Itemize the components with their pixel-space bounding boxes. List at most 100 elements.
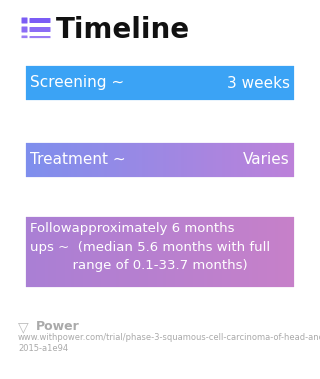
Bar <box>296 52 300 114</box>
Bar <box>30 203 34 301</box>
Bar <box>133 129 137 191</box>
Bar <box>47 52 52 114</box>
Bar <box>249 52 253 114</box>
Bar <box>228 129 232 191</box>
Bar <box>264 203 268 301</box>
FancyBboxPatch shape <box>21 27 28 33</box>
Bar <box>264 129 268 191</box>
Bar <box>225 129 229 191</box>
Bar <box>204 203 208 301</box>
Bar <box>42 52 45 114</box>
Bar <box>110 203 114 301</box>
Bar <box>260 52 265 114</box>
Bar <box>139 203 143 301</box>
Bar <box>21 52 25 114</box>
Bar <box>74 129 78 191</box>
Bar <box>278 203 282 301</box>
Bar <box>169 52 173 114</box>
Bar <box>240 129 244 191</box>
Bar <box>213 129 217 191</box>
Bar <box>172 52 176 114</box>
Text: Treatment ~: Treatment ~ <box>30 152 126 168</box>
Bar <box>299 203 303 301</box>
Bar <box>142 52 146 114</box>
Bar <box>231 203 235 301</box>
Bar <box>175 52 179 114</box>
Bar <box>151 203 155 301</box>
Bar <box>284 203 288 301</box>
Bar <box>269 52 274 114</box>
Bar <box>98 52 102 114</box>
Bar <box>136 203 140 301</box>
Text: Followapproximately 6 months
ups ~  (median 5.6 months with full
          range: Followapproximately 6 months ups ~ (medi… <box>30 222 270 272</box>
Bar <box>148 52 152 114</box>
Bar <box>222 129 226 191</box>
Bar <box>287 203 291 301</box>
Bar <box>290 203 294 301</box>
Bar <box>154 129 158 191</box>
Bar <box>127 52 132 114</box>
Bar <box>80 203 84 301</box>
Bar <box>219 52 223 114</box>
Bar <box>246 52 250 114</box>
Bar <box>122 129 125 191</box>
Bar <box>210 203 214 301</box>
Bar <box>80 52 84 114</box>
Bar <box>166 52 170 114</box>
Bar <box>53 203 57 301</box>
Bar <box>234 203 238 301</box>
Bar <box>124 203 128 301</box>
Bar <box>258 52 262 114</box>
Bar <box>219 203 223 301</box>
Bar <box>89 129 93 191</box>
Bar <box>305 52 309 114</box>
Bar <box>184 52 188 114</box>
Bar <box>74 52 78 114</box>
Bar <box>60 203 63 301</box>
Bar <box>95 52 99 114</box>
Text: Varies: Varies <box>243 152 290 168</box>
Bar <box>15 52 19 114</box>
Bar <box>101 203 105 301</box>
Bar <box>47 129 52 191</box>
Bar <box>281 129 285 191</box>
Bar <box>273 129 276 191</box>
Bar <box>68 203 72 301</box>
Bar <box>222 203 226 301</box>
Bar <box>53 52 57 114</box>
Bar <box>302 129 306 191</box>
Bar <box>276 203 279 301</box>
Bar <box>127 203 132 301</box>
Bar <box>273 203 276 301</box>
Bar <box>62 203 66 301</box>
Bar <box>210 52 214 114</box>
Bar <box>228 52 232 114</box>
Bar <box>276 52 279 114</box>
Bar <box>260 129 265 191</box>
Bar <box>290 52 294 114</box>
Bar <box>33 129 37 191</box>
Bar <box>267 52 270 114</box>
Bar <box>71 129 75 191</box>
Bar <box>15 129 19 191</box>
Bar <box>44 52 49 114</box>
Bar <box>189 52 194 114</box>
Bar <box>18 52 22 114</box>
Bar <box>237 203 241 301</box>
Bar <box>15 203 19 301</box>
Bar <box>213 52 217 114</box>
Bar <box>157 129 161 191</box>
Bar <box>240 52 244 114</box>
Bar <box>98 129 102 191</box>
Bar <box>62 52 66 114</box>
Bar <box>267 203 270 301</box>
Bar <box>255 129 259 191</box>
Bar <box>163 129 167 191</box>
Text: www.withpower.com/trial/phase-3-squamous-cell-carcinoma-of-head-and-neck-3-
2015: www.withpower.com/trial/phase-3-squamous… <box>18 333 320 353</box>
Bar <box>39 52 43 114</box>
Bar <box>95 129 99 191</box>
Bar <box>151 129 155 191</box>
Bar <box>47 203 52 301</box>
Bar <box>187 129 191 191</box>
Bar <box>169 203 173 301</box>
